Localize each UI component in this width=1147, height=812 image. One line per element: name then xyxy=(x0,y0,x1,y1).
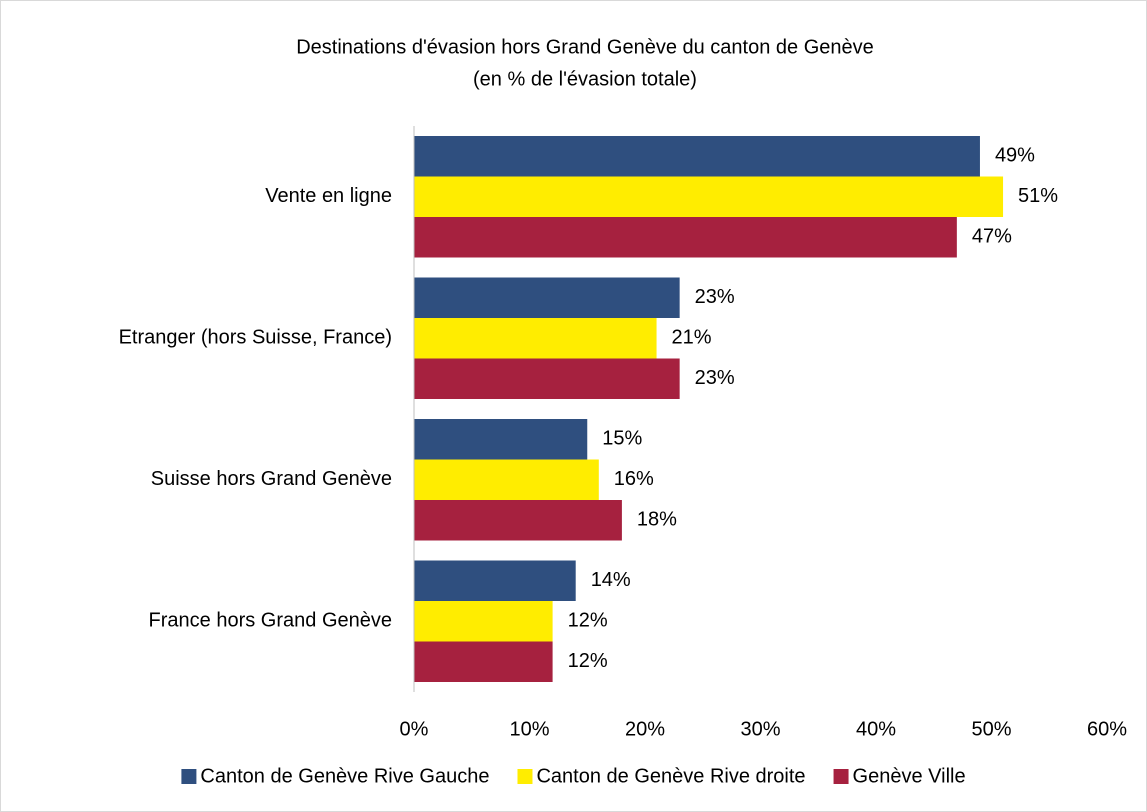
y-tick-label: France hors Grand Genève xyxy=(149,610,392,632)
bar xyxy=(414,358,680,399)
data-label: 21% xyxy=(672,327,712,349)
legend-marker xyxy=(181,769,197,784)
data-label: 23% xyxy=(695,286,735,308)
data-label: 15% xyxy=(602,428,642,450)
bar xyxy=(414,318,657,359)
legend-label: Genève Ville xyxy=(853,765,966,787)
bar xyxy=(414,560,576,601)
bar xyxy=(414,136,980,177)
data-label: 16% xyxy=(614,468,654,490)
data-label: 12% xyxy=(568,610,608,632)
data-label: 23% xyxy=(695,367,735,389)
chart-title: Destinations d'évasion hors Grand Genève… xyxy=(296,36,874,58)
data-label: 51% xyxy=(1018,185,1058,207)
data-label: 14% xyxy=(591,569,631,591)
bar xyxy=(414,641,553,682)
data-label: 47% xyxy=(972,226,1012,248)
data-label: 12% xyxy=(568,650,608,672)
bar xyxy=(414,217,957,258)
y-tick-label: Etranger (hors Suisse, France) xyxy=(119,327,392,349)
legend-marker xyxy=(833,769,849,784)
bar xyxy=(414,419,588,460)
x-tick-label: 40% xyxy=(856,718,896,740)
bar xyxy=(414,176,1004,217)
legend-marker xyxy=(517,769,533,784)
chart-subtitle: (en % de l'évasion totale) xyxy=(473,68,697,90)
x-tick-label: 0% xyxy=(400,718,429,740)
x-tick-label: 50% xyxy=(971,718,1011,740)
data-label: 18% xyxy=(637,509,677,531)
y-tick-label: Vente en ligne xyxy=(265,185,392,207)
legend-label: Canton de Genève Rive droite xyxy=(536,765,805,787)
x-tick-label: 20% xyxy=(625,718,665,740)
bar xyxy=(414,459,599,500)
legend-label: Canton de Genève Rive Gauche xyxy=(200,765,489,787)
bar xyxy=(414,601,553,642)
y-tick-label: Suisse hors Grand Genève xyxy=(151,468,392,490)
x-tick-label: 60% xyxy=(1087,718,1127,740)
x-tick-label: 10% xyxy=(509,718,549,740)
data-label: 49% xyxy=(995,145,1035,167)
x-tick-label: 30% xyxy=(740,718,780,740)
bar xyxy=(414,500,622,541)
bar xyxy=(414,277,680,318)
